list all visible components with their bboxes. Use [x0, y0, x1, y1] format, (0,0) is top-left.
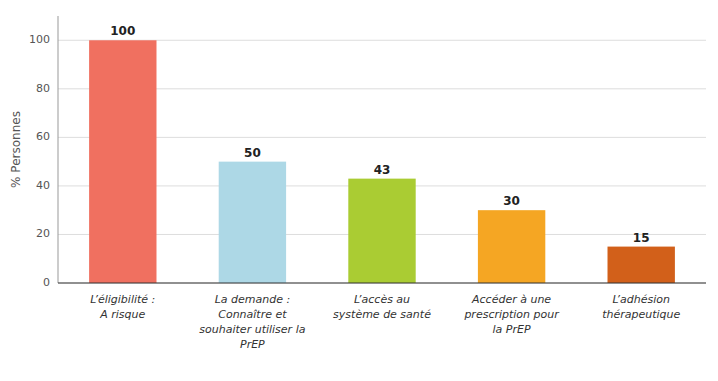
- x-tick-label-line: L’adhésion: [612, 293, 670, 306]
- bar: [478, 210, 545, 283]
- bar: [219, 162, 286, 283]
- x-tick-label-line: prescription pour: [463, 308, 560, 321]
- x-axis-line: [58, 282, 706, 283]
- y-axis-line: [58, 16, 59, 283]
- x-tick-label-line: La demande :: [215, 293, 291, 306]
- x-tick-label-line: L’accès au: [354, 293, 410, 306]
- data-label: 100: [110, 24, 135, 38]
- data-labels: 100 50 43 30 15: [110, 24, 649, 244]
- x-tick-label: La demande : Connaître et souhaiter utilis…: [199, 293, 305, 351]
- bar: [608, 247, 675, 283]
- x-tick-label-line: Connaître et: [218, 308, 287, 321]
- x-tick-label-line: souhaiter utiliser la: [199, 323, 305, 336]
- x-tick-label-line: A risque: [99, 308, 145, 321]
- chart-svg: 0 20 40 60 80 100 % Personnes 100 50 43 30 15 L’élig…: [0, 0, 718, 381]
- y-tick-label: 20: [36, 227, 50, 240]
- x-tick-labels: L’éligibilité : A risque La demande : Conna…: [90, 293, 680, 351]
- x-tick-label-line: système de santé: [333, 308, 431, 321]
- chart-container: 0 20 40 60 80 100 % Personnes 100 50 43 30 15 L’élig…: [0, 0, 718, 381]
- y-tick-label: 60: [36, 130, 50, 143]
- y-axis-label: % Personnes: [9, 111, 23, 188]
- y-tick-label: 80: [36, 82, 50, 95]
- x-tick-label: L’éligibilité : A risque: [90, 293, 155, 321]
- y-tick-label: 100: [29, 33, 50, 46]
- x-tick-label-line: PrEP: [240, 338, 265, 351]
- data-label: 50: [244, 146, 261, 160]
- bar: [89, 40, 156, 283]
- x-tick-label: L’accès au système de santé: [333, 293, 431, 321]
- x-tick-label-line: Accéder à une: [471, 293, 551, 306]
- x-tick-label-line: L’éligibilité :: [90, 293, 155, 306]
- grid-line: [58, 283, 706, 284]
- bar: [348, 179, 415, 283]
- data-label: 15: [633, 231, 650, 245]
- bars: [89, 40, 675, 283]
- y-tick-label: 0: [43, 276, 50, 289]
- grid: [58, 40, 706, 283]
- y-tick-label: 40: [36, 179, 50, 192]
- page: {"chart_data": {"type": "bar", "categori…: [0, 0, 718, 381]
- x-tick-label: L’adhésion thérapeutique: [602, 293, 680, 321]
- data-label: 30: [503, 194, 520, 208]
- y-ticks: 0 20 40 60 80 100: [29, 33, 50, 289]
- x-tick-label-line: la PrEP: [493, 323, 531, 336]
- data-label: 43: [374, 163, 391, 177]
- x-tick-label-line: thérapeutique: [602, 308, 680, 321]
- x-tick-label: Accéder à une prescription pour la PrEP: [463, 293, 560, 336]
